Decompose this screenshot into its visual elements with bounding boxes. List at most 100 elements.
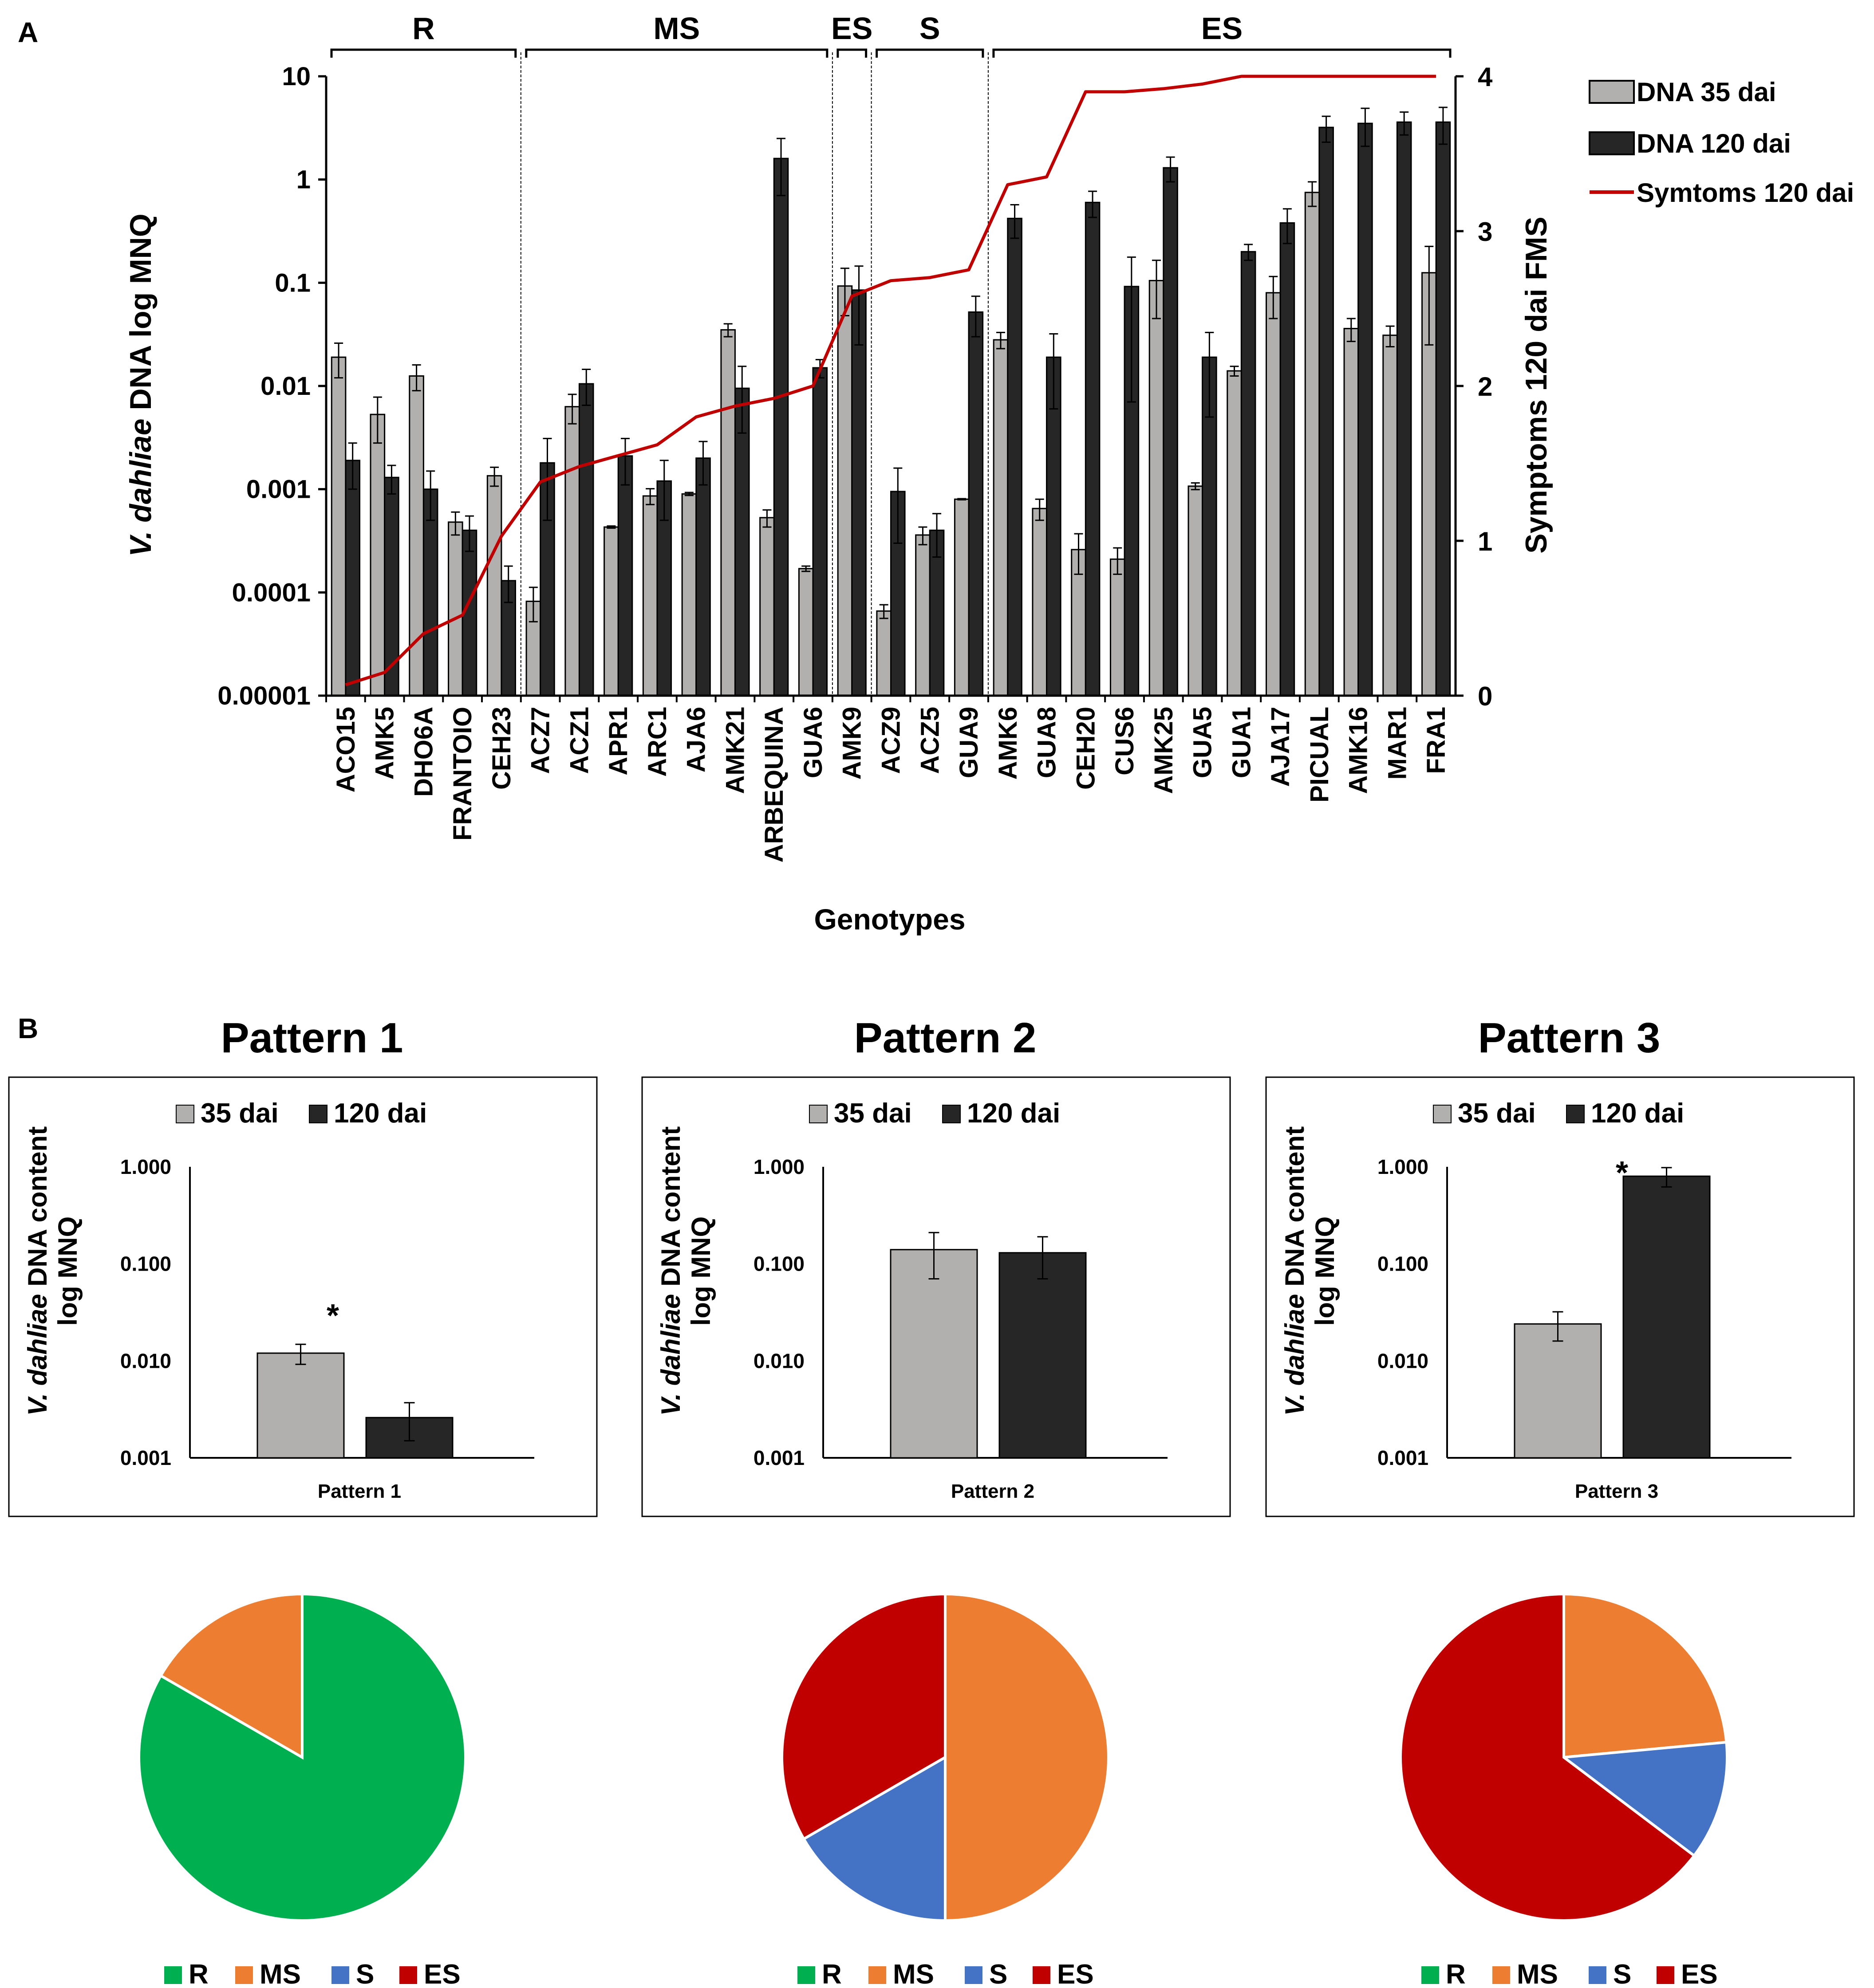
group-bracket [876, 48, 984, 58]
error-bar [1035, 498, 1044, 521]
error-bar [738, 366, 747, 434]
bars [331, 106, 1451, 697]
pie-legend-swatch-es [399, 1966, 417, 1984]
pie-legend-label: MS [260, 1959, 301, 1988]
y-axis-title-italic: V. dahliae [124, 418, 158, 556]
x-tick-label: GUA6 [799, 707, 828, 778]
error-bar [1088, 190, 1097, 218]
bar-35dai [1148, 280, 1164, 697]
bar-35dai [837, 285, 853, 697]
error-bar [1552, 1311, 1563, 1342]
x-tick-label: ACZ1 [565, 707, 594, 774]
error-bar [957, 498, 967, 500]
pattern-2: Pattern 2 35 dai 120 dai 1.000 0.100 0.010 0.0… [641, 1014, 1231, 1988]
pie-legend-swatch-ms [868, 1966, 886, 1984]
error-bar [893, 467, 903, 544]
error-bar [465, 515, 474, 552]
x-tick-label: AMK5 [371, 707, 399, 779]
legend-swatch-120dai [942, 1105, 961, 1123]
error-bar [404, 1402, 415, 1441]
error-bar [373, 396, 382, 444]
legend-swatch-120dai [1589, 131, 1635, 155]
pie-legend-label: ES [1681, 1959, 1718, 1988]
error-bar [348, 442, 357, 490]
pie-legend-label: S [1613, 1959, 1631, 1988]
pie-slice-s [802, 1755, 947, 1922]
y-axis-title-rest: DNA log MNQ [124, 213, 158, 418]
bar-35dai [1343, 328, 1359, 697]
y-tick-label: 0.001 [246, 475, 311, 504]
x-tick-label: PICUAL [1305, 707, 1334, 803]
bar-35dai [370, 413, 386, 697]
y-tick-label: 0.010 [120, 1349, 171, 1372]
pie-legend-label: S [356, 1959, 374, 1988]
error-bar [996, 331, 1005, 350]
y-axis-title: V. dahliae DNA content [656, 1126, 686, 1416]
group-label: R [412, 11, 435, 46]
y-axis-title-rest: DNA content [1280, 1126, 1310, 1294]
pie-legend-label: S [989, 1959, 1007, 1988]
x-tick-labels: ACO15 AMK5 DHO6A FRANTOIO CEH23 ACZ7 ACZ1 APR1 A… [325, 696, 1451, 862]
y-axis-title-line2: log MNQ [53, 1216, 83, 1326]
symptom-series-line [345, 75, 1436, 686]
error-bar [1424, 245, 1434, 346]
pie-legend-swatch-r [164, 1966, 182, 1984]
error-bar [1282, 208, 1292, 244]
bar-35dai [564, 406, 580, 697]
y-tick-label: 0.0001 [232, 578, 311, 607]
pie-slice-ms [1562, 1592, 1728, 1759]
group-brackets: R MS ES S ES [330, 11, 1452, 58]
bar-35dai [486, 475, 502, 697]
error-bar [607, 525, 616, 529]
x-tick-label: ACZ9 [877, 707, 906, 774]
x-tick-label: AMK6 [994, 707, 1022, 779]
legend-swatch-35dai [809, 1105, 828, 1123]
bar-120dai [734, 387, 750, 697]
legend-swatch-35dai [176, 1105, 194, 1123]
group-bracket [525, 48, 829, 58]
y-tick-label: 0.1 [275, 268, 311, 297]
y-axis-title-rest: DNA content [656, 1126, 686, 1294]
pie-legend-swatch-r [1421, 1966, 1439, 1984]
bar-35dai [642, 495, 658, 697]
y-tick-label: 10 [282, 62, 311, 91]
pie-legend-label: ES [1057, 1959, 1094, 1988]
error-bar [1661, 1167, 1672, 1188]
y2-tick-label: 1 [1478, 527, 1492, 556]
x-tick-label: AMK21 [721, 707, 750, 794]
bar-120dai [1240, 251, 1256, 697]
x-tick-label: AJA6 [682, 707, 711, 772]
y-axis-title-italic: V. dahliae [23, 1294, 52, 1416]
error-bar [1385, 325, 1395, 348]
pie-slice-es [781, 1592, 947, 1841]
bar-120dai [1046, 356, 1061, 697]
x-tick-label: GUA8 [1033, 707, 1061, 778]
y-tick-label: 1.000 [1377, 1155, 1428, 1178]
y-tick-label: 0.100 [120, 1252, 171, 1275]
y2-ticks: 4 3 2 1 0 [1456, 62, 1493, 711]
x-tick-label: Pattern 2 [951, 1480, 1034, 1502]
pie-legend-label: MS [1517, 1959, 1558, 1988]
bar-120dai [998, 1252, 1087, 1459]
bar-35dai [256, 1352, 345, 1459]
x-tick-label: AJA17 [1266, 707, 1295, 787]
error-bar [1113, 547, 1122, 575]
x-tick-label: Pattern 1 [318, 1480, 401, 1502]
legend-swatch-35dai [1589, 80, 1635, 104]
panel-a-plot [520, 52, 989, 696]
error-bar [412, 364, 421, 392]
bar-35dai [1032, 508, 1048, 697]
bar-35dai [798, 568, 814, 697]
bar-35dai [1265, 292, 1281, 697]
pie-legend-label: MS [893, 1959, 934, 1988]
error-bar [426, 470, 435, 521]
y-tick-label: 0.010 [754, 1349, 805, 1372]
pattern-title: Pattern 3 [1478, 1014, 1661, 1062]
y2-tick-label: 0 [1478, 681, 1492, 711]
pie-slice-es [1399, 1592, 1696, 1922]
error-bar [1010, 204, 1019, 239]
bar-120dai [1007, 217, 1022, 697]
x-axis-title: Genotypes [814, 903, 965, 936]
bar-120dai [968, 311, 984, 697]
y-tick-label: 0.001 [1377, 1446, 1428, 1469]
